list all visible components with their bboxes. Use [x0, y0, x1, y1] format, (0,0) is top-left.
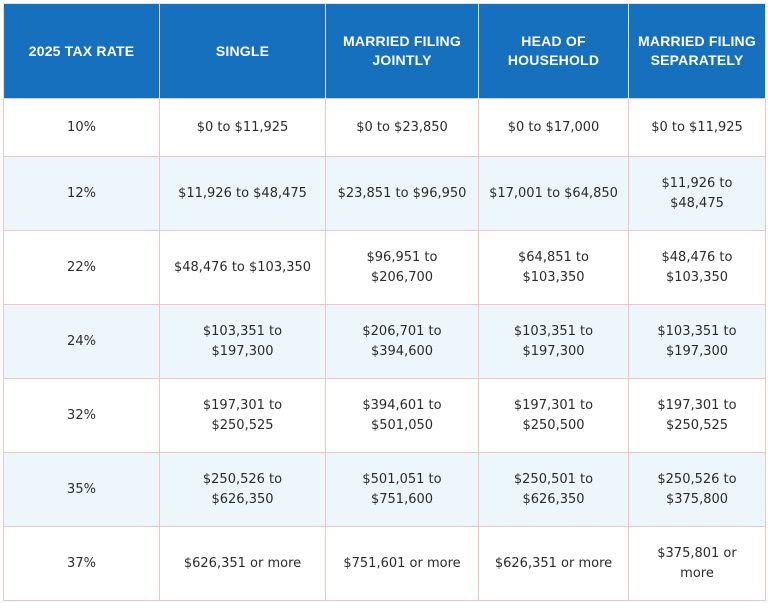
married-jointly-cell: $23,851 to $96,950 — [325, 156, 479, 231]
married-separately-cell: $375,801 or more — [628, 526, 766, 601]
head-of-household-cell: $103,351 to $197,300 — [478, 304, 629, 379]
single-cell: $48,476 to $103,350 — [159, 230, 326, 305]
header-married-filing-separately: MARRIED FILING SEPARATELY — [628, 3, 766, 99]
married-jointly-cell: $96,951 to $206,700 — [325, 230, 479, 305]
head-of-household-cell: $626,351 or more — [478, 526, 629, 601]
header-tax-rate: 2025 TAX RATE — [3, 3, 160, 99]
table-row: 24% $103,351 to $197,300 $206,701 to $39… — [3, 304, 766, 379]
tax-bracket-table: 2025 TAX RATE SINGLE MARRIED FILING JOIN… — [3, 3, 766, 601]
married-separately-cell: $48,476 to $103,350 — [628, 230, 766, 305]
head-of-household-cell: $64,851 to $103,350 — [478, 230, 629, 305]
married-separately-cell: $11,926 to $48,475 — [628, 156, 766, 231]
head-of-household-cell: $17,001 to $64,850 — [478, 156, 629, 231]
single-cell: $11,926 to $48,475 — [159, 156, 326, 231]
head-of-household-cell: $0 to $17,000 — [478, 98, 629, 157]
single-cell: $626,351 or more — [159, 526, 326, 601]
single-cell: $0 to $11,925 — [159, 98, 326, 157]
married-jointly-cell: $206,701 to $394,600 — [325, 304, 479, 379]
tax-rate-cell: 12% — [3, 156, 160, 231]
married-separately-cell: $197,301 to $250,525 — [628, 378, 766, 453]
table-row: 22% $48,476 to $103,350 $96,951 to $206,… — [3, 230, 766, 305]
header-row: 2025 TAX RATE SINGLE MARRIED FILING JOIN… — [3, 3, 766, 99]
header-head-of-household: HEAD OF HOUSEHOLD — [478, 3, 629, 99]
table-row: 35% $250,526 to $626,350 $501,051 to $75… — [3, 452, 766, 527]
head-of-household-cell: $197,301 to $250,500 — [478, 378, 629, 453]
married-separately-cell: $0 to $11,925 — [628, 98, 766, 157]
tax-rate-cell: 10% — [3, 98, 160, 157]
tax-rate-cell: 37% — [3, 526, 160, 601]
married-jointly-cell: $394,601 to $501,050 — [325, 378, 479, 453]
table-header: 2025 TAX RATE SINGLE MARRIED FILING JOIN… — [3, 3, 766, 99]
married-jointly-cell: $751,601 or more — [325, 526, 479, 601]
married-jointly-cell: $501,051 to $751,600 — [325, 452, 479, 527]
tax-bracket-table-container: 2025 TAX RATE SINGLE MARRIED FILING JOIN… — [3, 3, 766, 601]
table-row: 37% $626,351 or more $751,601 or more $6… — [3, 526, 766, 601]
table-row: 10% $0 to $11,925 $0 to $23,850 $0 to $1… — [3, 98, 766, 157]
married-separately-cell: $103,351 to $197,300 — [628, 304, 766, 379]
single-cell: $250,526 to $626,350 — [159, 452, 326, 527]
married-separately-cell: $250,526 to $375,800 — [628, 452, 766, 527]
head-of-household-cell: $250,501 to $626,350 — [478, 452, 629, 527]
tax-rate-cell: 22% — [3, 230, 160, 305]
header-single: SINGLE — [159, 3, 326, 99]
married-jointly-cell: $0 to $23,850 — [325, 98, 479, 157]
tax-rate-cell: 24% — [3, 304, 160, 379]
single-cell: $197,301 to $250,525 — [159, 378, 326, 453]
table-row: 12% $11,926 to $48,475 $23,851 to $96,95… — [3, 156, 766, 231]
table-row: 32% $197,301 to $250,525 $394,601 to $50… — [3, 378, 766, 453]
header-married-filing-jointly: MARRIED FILING JOINTLY — [325, 3, 479, 99]
single-cell: $103,351 to $197,300 — [159, 304, 326, 379]
tax-rate-cell: 35% — [3, 452, 160, 527]
table-body: 10% $0 to $11,925 $0 to $23,850 $0 to $1… — [3, 98, 766, 601]
tax-rate-cell: 32% — [3, 378, 160, 453]
